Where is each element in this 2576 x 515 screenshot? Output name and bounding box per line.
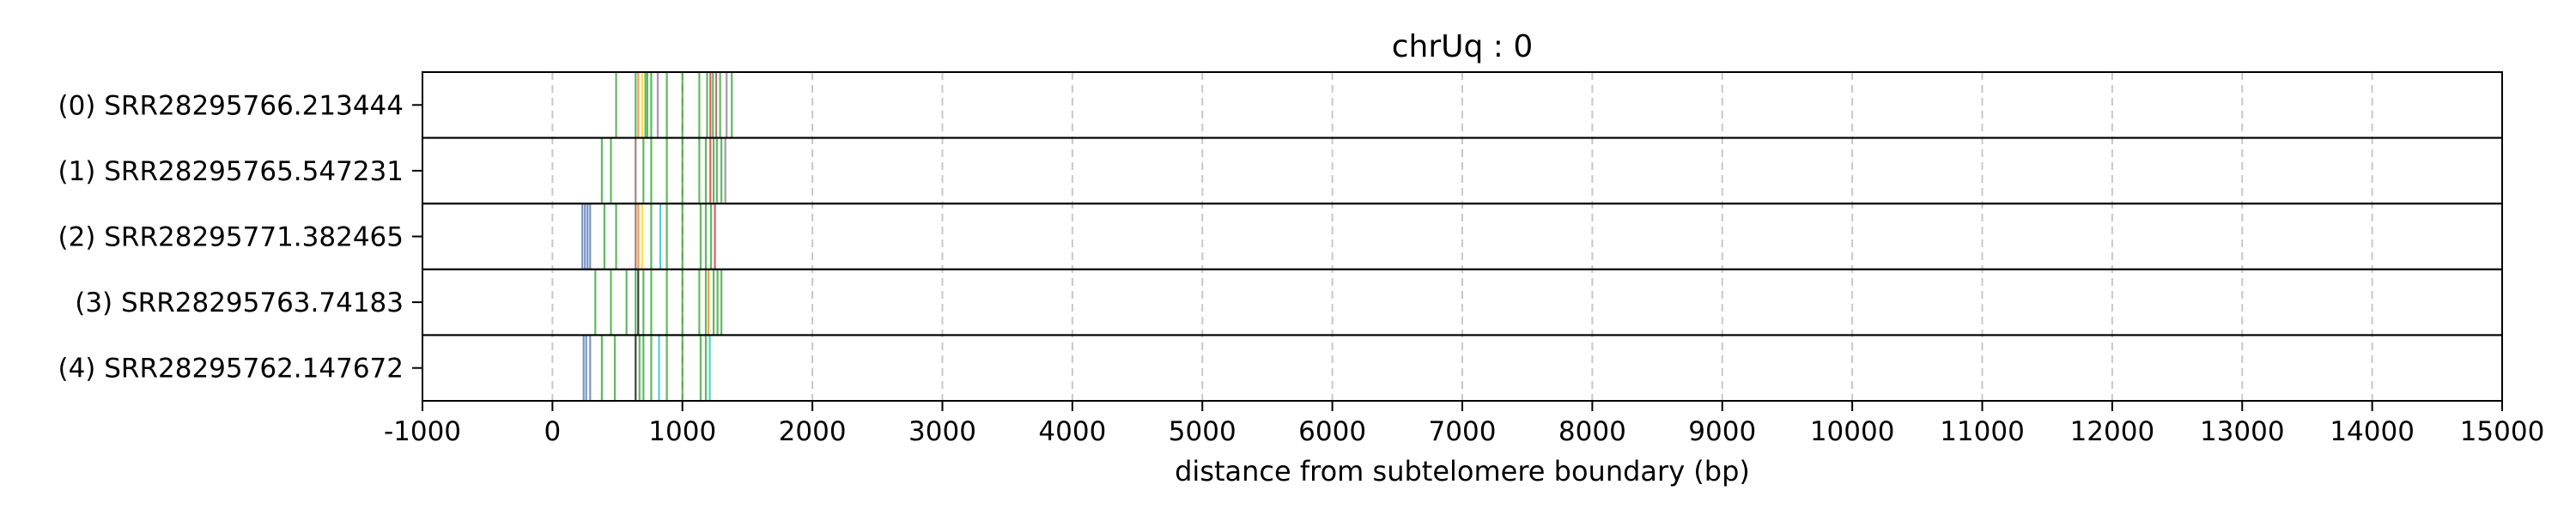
track-labels: (0) SRR28295766.213444 (1) SRR28295765.54… [58,90,422,385]
chart-title: chrUq : 0 [1392,29,1534,64]
frames-layer [422,71,2503,402]
x-tick-label: -1000 [384,416,461,447]
grid-layer [551,72,2373,401]
track-label: (1) SRR28295765.547231 [58,156,404,187]
x-tick-label: 12000 [2070,416,2155,447]
track-label: (2) SRR28295771.382465 [58,222,404,253]
x-tick-label: 5000 [1169,416,1236,447]
x-tick-label: 7000 [1429,416,1497,447]
x-tick-label: 9000 [1688,416,1756,447]
x-tick-label: 14000 [2330,416,2415,447]
x-tick-label: 1000 [648,416,716,447]
marks-layer [581,72,733,401]
x-tick-label: 2000 [779,416,847,447]
x-tick-label: 10000 [1810,416,1895,447]
x-tick-label: 8000 [1558,416,1626,447]
x-tick-label: 3000 [908,416,976,447]
x-axis-label: distance from subtelomere boundary (bp) [1175,455,1750,488]
x-tick-label: 0 [544,416,562,447]
track-label: (3) SRR28295763.74183 [75,288,404,318]
track-label: (0) SRR28295766.213444 [58,90,404,121]
x-tick-label: 15000 [2460,416,2545,447]
x-tick-label: 4000 [1038,416,1106,447]
x-tick-label: 13000 [2200,416,2285,447]
x-tick-label: 11000 [1940,416,2025,447]
x-axis: -1000 0 1000 2000 3000 4000 5000 6000 7000 8000 90… [384,401,2544,447]
x-tick-label: 6000 [1298,416,1366,447]
track-label: (4) SRR28295762.147672 [58,354,404,385]
